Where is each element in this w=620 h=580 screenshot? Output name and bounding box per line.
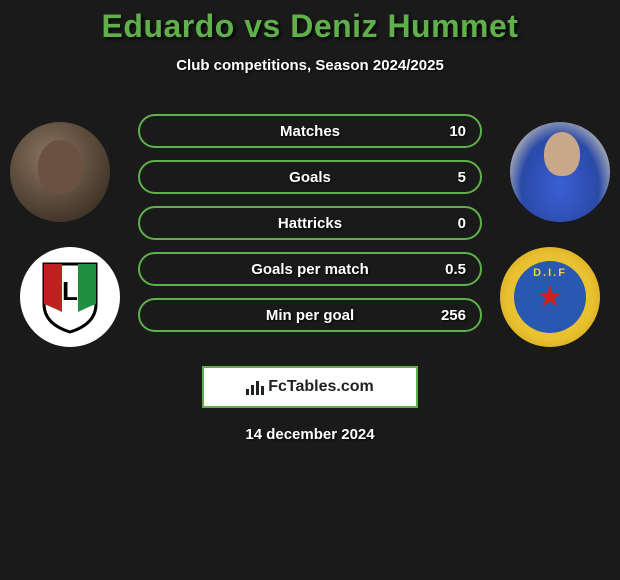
bar-chart-icon [246,379,264,395]
stat-value: 256 [441,307,466,324]
dif-badge-icon: D.I.F ★ [514,261,586,333]
stat-value: 0 [458,215,466,232]
club-right-logo: D.I.F ★ [500,247,600,347]
stats-list: Matches 10 Goals 5 Hattricks 0 Goals per… [138,114,482,344]
legia-shield-icon: L [40,260,100,334]
player-left-avatar [10,122,110,222]
brand-box[interactable]: FcTables.com [202,366,418,408]
stat-row-matches: Matches 10 [138,114,482,148]
comparison-card: Eduardo vs Deniz Hummet Club competition… [0,0,620,443]
stat-label: Min per goal [266,307,354,324]
stat-row-hattricks: Hattricks 0 [138,206,482,240]
stat-value: 10 [449,123,466,140]
svg-text:L: L [62,276,78,306]
stat-label: Matches [280,123,340,140]
stat-label: Hattricks [278,215,342,232]
stat-row-goals: Goals 5 [138,160,482,194]
page-title: Eduardo vs Deniz Hummet [0,8,620,45]
stat-value: 5 [458,169,466,186]
stat-label: Goals [289,169,331,186]
stat-row-goals-per-match: Goals per match 0.5 [138,252,482,286]
stat-row-min-per-goal: Min per goal 256 [138,298,482,332]
dif-text: D.I.F [533,267,567,279]
club-left-logo: L [20,247,120,347]
stat-label: Goals per match [251,261,369,278]
stat-value: 0.5 [445,261,466,278]
subtitle: Club competitions, Season 2024/2025 [0,57,620,74]
date-text: 14 december 2024 [0,426,620,443]
brand-text: FcTables.com [268,378,374,396]
star-icon: ★ [537,280,564,315]
player-right-avatar [510,122,610,222]
main-area: L D.I.F ★ Matches 10 Goals 5 Hattricks 0 [0,102,620,362]
